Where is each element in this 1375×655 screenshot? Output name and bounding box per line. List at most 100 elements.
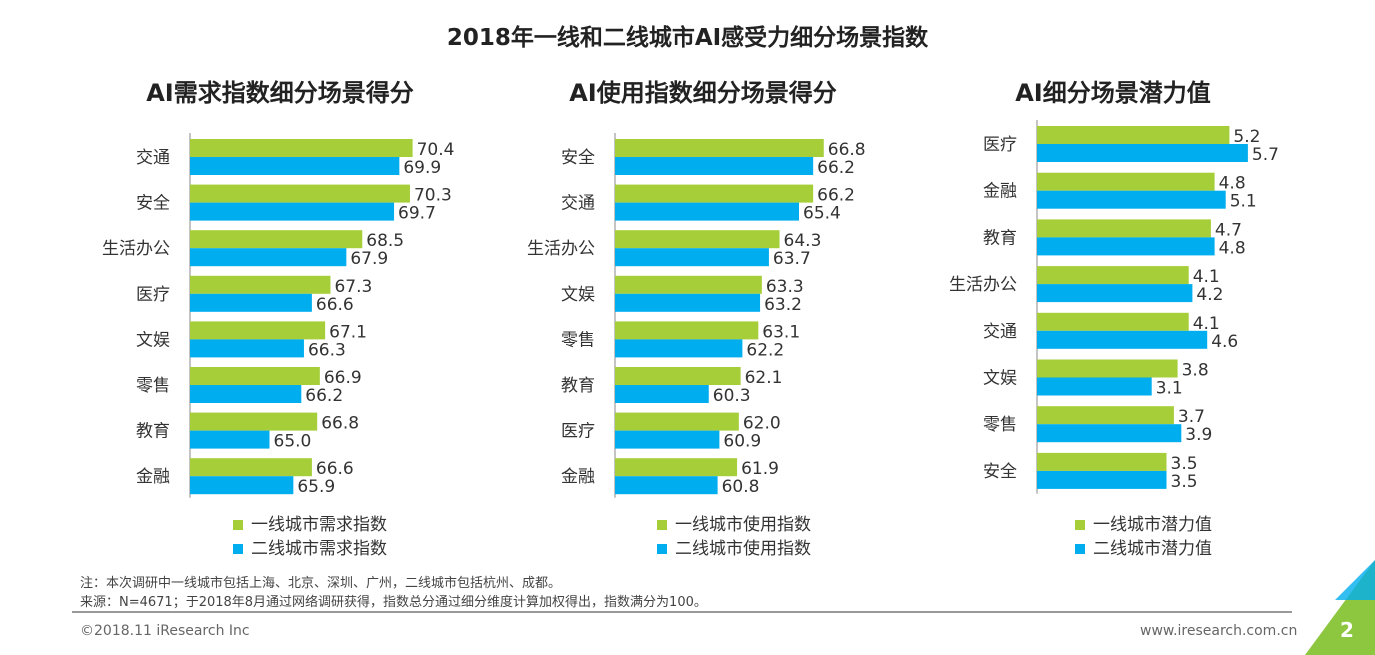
category-label: 教育 — [561, 376, 595, 396]
legend-swatch-tier1 — [657, 520, 667, 530]
bar-tier2 — [615, 157, 814, 175]
main-title: 2018年一线和二线城市AI感受力细分场景指数 — [446, 25, 929, 51]
category-label: 教育 — [983, 228, 1017, 248]
bar-tier2 — [190, 476, 294, 495]
bar-tier1 — [615, 367, 741, 385]
bar-tier1 — [615, 275, 762, 294]
bar-tier2 — [1037, 144, 1248, 162]
data-label: 68.5 — [366, 231, 404, 251]
data-label: 5.2 — [1233, 127, 1260, 147]
bar-tier2 — [615, 339, 743, 358]
data-label: 4.8 — [1219, 238, 1246, 258]
bar-tier2 — [1037, 470, 1167, 489]
bar-tier2 — [1037, 377, 1152, 396]
category-label: 文娱 — [561, 285, 595, 305]
category-label: 教育 — [136, 422, 170, 442]
source-text: 来源：N=4671；于2018年8月通过网络调研获得，指数总分通过细分维度计算加… — [80, 595, 707, 610]
data-label: 66.2 — [817, 158, 855, 178]
legend-label: 一线城市使用指数 — [675, 515, 811, 535]
bar-tier2 — [190, 293, 312, 312]
legend-swatch-tier2 — [1075, 544, 1085, 554]
data-label: 4.6 — [1211, 332, 1238, 352]
category-label: 文娱 — [136, 330, 170, 350]
chart-title-demand: AI需求指数细分场景得分 — [146, 79, 414, 107]
data-label: 4.7 — [1215, 220, 1242, 240]
category-label: 零售 — [983, 415, 1017, 435]
data-label: 63.3 — [766, 277, 804, 297]
data-label: 65.4 — [803, 204, 841, 224]
data-label: 3.7 — [1178, 407, 1205, 427]
data-label: 5.7 — [1252, 145, 1279, 165]
category-label: 安全 — [561, 148, 595, 168]
website-link[interactable]: www.iresearch.com.cn — [1140, 623, 1298, 639]
data-label: 66.8 — [828, 140, 866, 160]
data-label: 60.9 — [723, 432, 761, 452]
bar-tier1 — [1037, 172, 1215, 191]
data-label: 4.2 — [1196, 285, 1223, 305]
bar-tier1 — [190, 275, 331, 294]
data-label: 3.1 — [1156, 379, 1183, 399]
note-text: 注：本次调研中一线城市包括上海、北京、深圳、广州，二线城市包括杭州、成都。 — [80, 576, 562, 591]
bar-tier1 — [1037, 312, 1189, 331]
category-label: 生活办公 — [949, 275, 1017, 295]
bar-tier2 — [1037, 284, 1193, 303]
bar-tier1 — [190, 412, 318, 431]
legend-label: 一线城市潜力值 — [1093, 515, 1212, 535]
data-label: 61.9 — [741, 459, 779, 479]
legend-label: 二线城市潜力值 — [1093, 539, 1212, 559]
data-label: 63.2 — [764, 295, 802, 315]
category-label: 安全 — [983, 462, 1017, 482]
data-label: 60.8 — [722, 477, 760, 497]
legend-swatch-tier1 — [233, 520, 243, 530]
bar-tier1 — [615, 184, 814, 203]
bar-tier1 — [190, 230, 363, 249]
bar-tier2 — [1037, 190, 1226, 209]
data-label: 67.3 — [334, 277, 372, 297]
category-label: 文娱 — [983, 369, 1017, 389]
data-label: 69.7 — [398, 204, 436, 224]
bar-tier1 — [1037, 126, 1230, 144]
category-label: 零售 — [136, 376, 170, 396]
data-label: 62.1 — [745, 368, 783, 388]
data-label: 3.9 — [1185, 425, 1212, 445]
data-label: 66.2 — [305, 386, 343, 406]
category-label: 安全 — [136, 194, 170, 214]
category-label: 金融 — [136, 467, 170, 487]
bar-tier2 — [1037, 424, 1182, 443]
legend-swatch-tier2 — [233, 544, 243, 554]
bar-tier1 — [1037, 452, 1167, 471]
chart-title-potential: AI细分场景潜力值 — [1015, 79, 1211, 107]
data-label: 66.6 — [316, 459, 354, 479]
data-label: 64.3 — [784, 231, 822, 251]
data-label: 60.3 — [713, 386, 751, 406]
data-label: 4.8 — [1219, 174, 1246, 194]
bar-tier1 — [190, 321, 326, 340]
data-label: 3.5 — [1171, 454, 1198, 474]
category-label: 金融 — [983, 182, 1017, 202]
bar-tier1 — [615, 412, 739, 431]
bar-tier1 — [1037, 406, 1174, 425]
bar-tier1 — [190, 367, 320, 385]
data-label: 65.0 — [274, 432, 312, 452]
category-label: 生活办公 — [102, 239, 170, 259]
legend-usage: 一线城市使用指数 二线城市使用指数 — [657, 513, 811, 561]
data-label: 4.1 — [1193, 314, 1220, 334]
legend-demand: 一线城市需求指数 二线城市需求指数 — [233, 513, 387, 561]
bar-tier2 — [190, 202, 395, 221]
legend-label: 一线城市需求指数 — [251, 515, 387, 535]
bar-tier2 — [615, 476, 718, 495]
bar-tier2 — [615, 248, 769, 267]
category-label: 交通 — [561, 194, 595, 214]
category-label: 医疗 — [983, 135, 1017, 155]
data-label: 67.9 — [350, 249, 388, 269]
bar-tier2 — [615, 293, 761, 312]
data-label: 63.7 — [773, 249, 811, 269]
bar-tier1 — [615, 139, 824, 157]
data-label: 62.0 — [743, 414, 781, 434]
data-label: 65.9 — [297, 477, 335, 497]
category-label: 金融 — [561, 467, 595, 487]
copyright: ©2018.11 iResearch Inc — [80, 623, 250, 639]
category-label: 医疗 — [136, 285, 170, 305]
